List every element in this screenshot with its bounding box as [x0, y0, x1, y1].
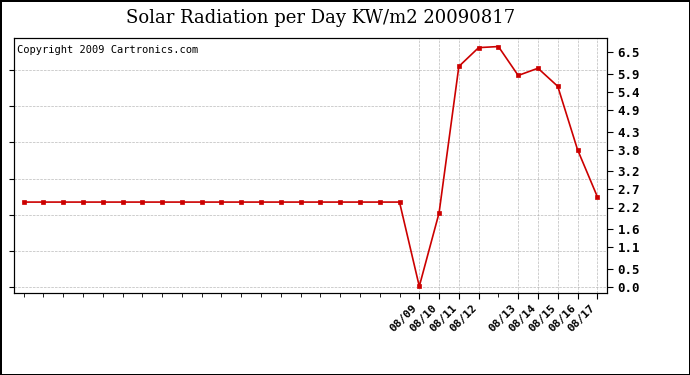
Text: Copyright 2009 Cartronics.com: Copyright 2009 Cartronics.com	[17, 45, 198, 55]
Text: Solar Radiation per Day KW/m2 20090817: Solar Radiation per Day KW/m2 20090817	[126, 9, 515, 27]
